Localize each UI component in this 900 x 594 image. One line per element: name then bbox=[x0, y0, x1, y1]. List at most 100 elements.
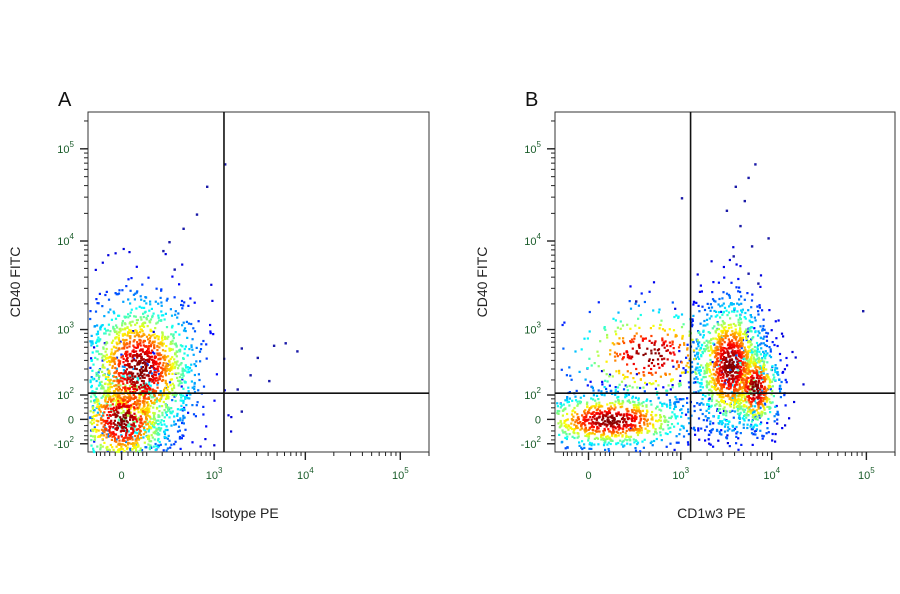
event-dot bbox=[653, 341, 656, 344]
event-dot bbox=[696, 273, 699, 276]
event-dot bbox=[659, 375, 662, 378]
event-dot bbox=[119, 416, 122, 419]
event-dot bbox=[653, 439, 656, 443]
event-dot bbox=[160, 301, 163, 304]
event-dot bbox=[125, 364, 128, 367]
event-dot bbox=[182, 401, 185, 405]
event-dot bbox=[658, 427, 661, 430]
event-dot bbox=[106, 357, 109, 360]
event-dot bbox=[151, 341, 154, 345]
event-dot bbox=[90, 395, 93, 398]
event-dot bbox=[111, 365, 114, 368]
outlier-dot bbox=[272, 344, 276, 347]
event-dot bbox=[125, 414, 128, 417]
event-dot bbox=[99, 446, 102, 449]
event-dot bbox=[619, 327, 622, 330]
event-dot bbox=[602, 417, 605, 420]
event-dot bbox=[759, 285, 762, 288]
event-dot bbox=[571, 435, 574, 438]
event-dot bbox=[717, 387, 720, 390]
event-dot bbox=[90, 344, 93, 347]
event-dot bbox=[122, 437, 126, 440]
event-dot bbox=[597, 389, 600, 392]
event-dot bbox=[99, 328, 102, 331]
event-dot bbox=[102, 386, 105, 389]
event-dot bbox=[132, 387, 135, 390]
event-dot bbox=[746, 386, 749, 389]
event-dot bbox=[740, 353, 743, 356]
event-dot bbox=[566, 401, 569, 404]
event-dot bbox=[175, 350, 178, 353]
event-dot bbox=[746, 410, 750, 413]
event-dot bbox=[732, 406, 736, 409]
event-dot bbox=[762, 350, 765, 353]
event-dot bbox=[661, 344, 664, 347]
y-tick-label: 105 bbox=[57, 140, 74, 156]
event-dot bbox=[733, 395, 736, 398]
event-dot bbox=[182, 417, 185, 420]
event-dot bbox=[137, 363, 140, 366]
event-dot bbox=[731, 384, 734, 387]
event-dot bbox=[109, 431, 113, 434]
event-dot bbox=[92, 378, 95, 381]
event-dot bbox=[735, 354, 738, 357]
event-dot bbox=[566, 399, 569, 402]
event-dot bbox=[91, 423, 94, 426]
event-dot bbox=[732, 377, 735, 380]
event-dot bbox=[711, 298, 715, 301]
event-dot bbox=[149, 345, 152, 348]
event-dot bbox=[719, 395, 722, 398]
event-dot bbox=[174, 394, 177, 397]
event-dot bbox=[714, 361, 717, 364]
event-dot bbox=[730, 377, 733, 381]
event-dot bbox=[753, 405, 757, 408]
event-dot bbox=[618, 425, 621, 428]
event-dot bbox=[174, 365, 177, 368]
event-dot bbox=[758, 375, 762, 378]
event-dot bbox=[133, 365, 136, 368]
event-dot bbox=[161, 411, 164, 414]
event-dot bbox=[658, 366, 661, 369]
event-dots bbox=[89, 163, 299, 454]
event-dot bbox=[639, 378, 642, 381]
event-dot bbox=[133, 409, 136, 412]
event-dot bbox=[113, 434, 116, 438]
event-dot bbox=[731, 353, 734, 356]
event-dot bbox=[129, 418, 132, 421]
event-dot bbox=[716, 314, 719, 317]
event-dot bbox=[158, 346, 161, 349]
event-dot bbox=[160, 423, 163, 426]
event-dot bbox=[735, 336, 738, 339]
event-dot bbox=[615, 414, 618, 417]
event-dot bbox=[181, 324, 184, 327]
event-dot bbox=[145, 401, 149, 404]
event-dot bbox=[148, 333, 151, 336]
outlier-dot bbox=[296, 350, 299, 353]
event-dot bbox=[610, 414, 613, 417]
event-dot bbox=[578, 444, 581, 447]
event-dot bbox=[712, 281, 715, 284]
event-dot bbox=[169, 342, 172, 346]
event-dot bbox=[120, 389, 123, 392]
event-dot bbox=[128, 375, 131, 378]
event-dot bbox=[180, 399, 184, 402]
event-dot bbox=[593, 405, 596, 408]
event-dot bbox=[626, 439, 629, 442]
event-dot bbox=[118, 450, 121, 453]
event-dot bbox=[698, 290, 701, 293]
event-dot bbox=[598, 422, 601, 425]
event-dot bbox=[135, 330, 138, 333]
event-dot bbox=[598, 424, 601, 427]
event-dot bbox=[659, 354, 662, 358]
event-dot bbox=[690, 371, 693, 374]
event-dot bbox=[128, 314, 132, 317]
event-dot bbox=[117, 385, 120, 388]
event-dot bbox=[148, 360, 151, 363]
event-dot bbox=[579, 428, 582, 431]
event-dot bbox=[663, 346, 666, 349]
event-dot bbox=[724, 379, 727, 382]
event-dot bbox=[642, 386, 645, 389]
event-dot bbox=[646, 418, 649, 421]
event-dot bbox=[788, 417, 791, 420]
event-dot bbox=[163, 431, 166, 434]
